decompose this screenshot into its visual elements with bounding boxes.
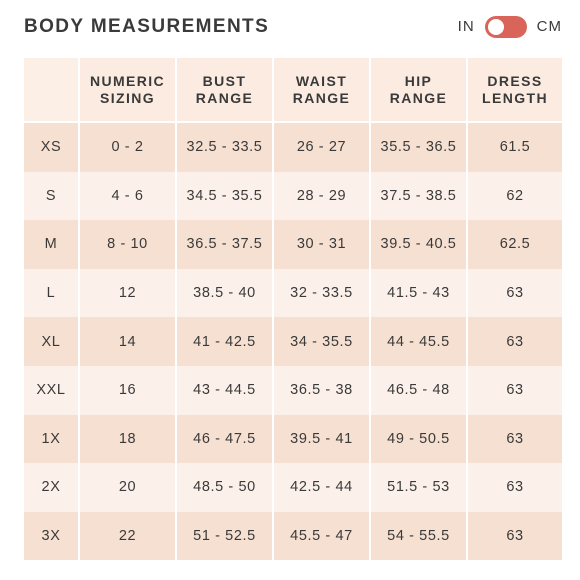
waist-range-cell: 34 - 35.5: [274, 317, 371, 366]
bust-range-cell: 51 - 52.5: [177, 511, 274, 561]
column-header-dress-length: DRESS LENGTH: [468, 58, 562, 123]
hip-range-cell: 41.5 - 43: [371, 268, 468, 318]
dress-length-cell: 63: [468, 268, 562, 318]
hip-range-cell: 37.5 - 38.5: [371, 171, 468, 221]
column-header-size: [24, 58, 80, 123]
dress-length-cell: 62: [468, 171, 562, 221]
waist-range-cell: 45.5 - 47: [274, 511, 371, 561]
bust-range-cell: 38.5 - 40: [177, 268, 274, 318]
header: BODY MEASUREMENTS IN CM: [24, 14, 562, 40]
waist-range-cell: 30 - 31: [274, 220, 371, 269]
dress-length-cell: 63: [468, 511, 562, 561]
hip-range-cell: 54 - 55.5: [371, 511, 468, 561]
size-cell: 2X: [24, 463, 80, 512]
waist-range-cell: 28 - 29: [274, 171, 371, 221]
column-header-bust-range: BUST RANGE: [177, 58, 274, 123]
hip-range-cell: 49 - 50.5: [371, 414, 468, 464]
size-cell: XXL: [24, 365, 80, 415]
unit-label-cm[interactable]: CM: [536, 18, 562, 35]
bust-range-cell: 36.5 - 37.5: [177, 220, 274, 269]
bust-range-cell: 41 - 42.5: [177, 317, 274, 366]
waist-range-cell: 36.5 - 38: [274, 365, 371, 415]
toggle-knob: [487, 19, 504, 35]
numeric-size-cell: 18: [80, 414, 177, 464]
column-header-numeric-sizing: NUMERIC SIZING: [80, 58, 177, 123]
bust-range-cell: 32.5 - 33.5: [177, 123, 274, 172]
numeric-size-cell: 0 - 2: [80, 123, 177, 172]
unit-switch: IN CM: [458, 14, 562, 40]
numeric-size-cell: 4 - 6: [80, 171, 177, 221]
size-chart-table: NUMERIC SIZING BUST RANGE WAIST RANGE HI…: [24, 58, 562, 561]
dress-length-cell: 63: [468, 365, 562, 415]
hip-range-cell: 35.5 - 36.5: [371, 123, 468, 172]
hip-range-cell: 51.5 - 53: [371, 463, 468, 512]
dress-length-cell: 61.5: [468, 123, 562, 172]
hip-range-cell: 46.5 - 48: [371, 365, 468, 415]
numeric-size-cell: 20: [80, 463, 177, 512]
hip-range-cell: 39.5 - 40.5: [371, 220, 468, 269]
bust-range-cell: 43 - 44.5: [177, 365, 274, 415]
numeric-size-cell: 16: [80, 365, 177, 415]
page-title: BODY MEASUREMENTS: [24, 16, 270, 37]
dress-length-cell: 63: [468, 317, 562, 366]
bust-range-cell: 48.5 - 50: [177, 463, 274, 512]
waist-range-cell: 32 - 33.5: [274, 268, 371, 318]
size-cell: L: [24, 268, 80, 318]
unit-label-in[interactable]: IN: [457, 18, 475, 35]
dress-length-cell: 63: [468, 463, 562, 512]
size-cell: M: [24, 220, 80, 269]
numeric-size-cell: 14: [80, 317, 177, 366]
waist-range-cell: 26 - 27: [274, 123, 371, 172]
hip-range-cell: 44 - 45.5: [371, 317, 468, 366]
size-cell: S: [24, 171, 80, 221]
size-cell: 1X: [24, 414, 80, 464]
waist-range-cell: 39.5 - 41: [274, 414, 371, 464]
dress-length-cell: 62.5: [468, 220, 562, 269]
numeric-size-cell: 22: [80, 511, 177, 561]
numeric-size-cell: 8 - 10: [80, 220, 177, 269]
bust-range-cell: 34.5 - 35.5: [177, 171, 274, 221]
dress-length-cell: 63: [468, 414, 562, 464]
waist-range-cell: 42.5 - 44: [274, 463, 371, 512]
column-header-waist-range: WAIST RANGE: [274, 58, 371, 123]
numeric-size-cell: 12: [80, 268, 177, 318]
column-header-hip-range: HIP RANGE: [371, 58, 468, 123]
bust-range-cell: 46 - 47.5: [177, 414, 274, 464]
size-cell: 3X: [24, 511, 80, 561]
size-cell: XS: [24, 123, 80, 172]
size-cell: XL: [24, 317, 80, 366]
unit-toggle[interactable]: [484, 16, 527, 38]
